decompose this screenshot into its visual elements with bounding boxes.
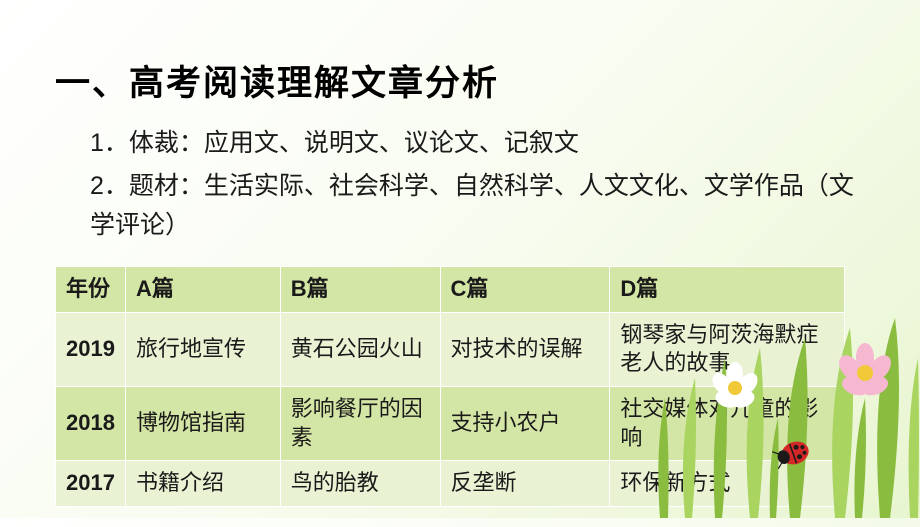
cell-c: 反垄断 [440,461,610,507]
cell-a: 博物馆指南 [125,387,280,461]
cell-a: 旅行地宣传 [125,312,280,386]
cell-year: 2017 [56,461,126,507]
analysis-table: 年份 A篇 B篇 C篇 D篇 2019 旅行地宣传 黄石公园火山 对技术的误解 … [55,266,845,507]
header-b: B篇 [280,267,440,313]
cell-c: 支持小农户 [440,387,610,461]
header-c: C篇 [440,267,610,313]
cell-b: 鸟的胎教 [280,461,440,507]
point-1: 1．体裁：应用文、说明文、议论文、记叙文 [90,124,865,163]
cell-d: 钢琴家与阿茨海默症老人的故事 [610,312,845,386]
cell-d: 环保新方式 [610,461,845,507]
section-title: 一、高考阅读理解文章分析 [55,55,865,106]
cell-d: 社交媒体对儿童的影响 [610,387,845,461]
cell-c: 对技术的误解 [440,312,610,386]
table-row: 2019 旅行地宣传 黄石公园火山 对技术的误解 钢琴家与阿茨海默症老人的故事 [56,312,845,386]
header-d: D篇 [610,267,845,313]
header-a: A篇 [125,267,280,313]
cell-year: 2019 [56,312,126,386]
analysis-table-container: 年份 A篇 B篇 C篇 D篇 2019 旅行地宣传 黄石公园火山 对技术的误解 … [55,266,865,507]
table-header-row: 年份 A篇 B篇 C篇 D篇 [56,267,845,313]
point-2: 2．题材：生活实际、社会科学、自然科学、人文文化、文学作品（文学评论） [90,167,865,245]
table-row: 2018 博物馆指南 影响餐厅的因素 支持小农户 社交媒体对儿童的影响 [56,387,845,461]
cell-b: 黄石公园火山 [280,312,440,386]
table-row: 2017 书籍介绍 鸟的胎教 反垄断 环保新方式 [56,461,845,507]
cell-year: 2018 [56,387,126,461]
cell-b: 影响餐厅的因素 [280,387,440,461]
cell-a: 书籍介绍 [125,461,280,507]
header-year: 年份 [56,267,126,313]
